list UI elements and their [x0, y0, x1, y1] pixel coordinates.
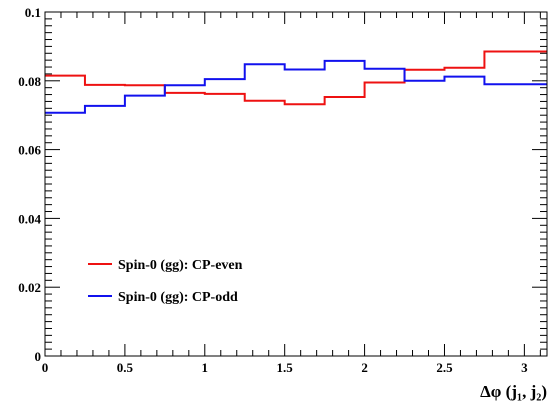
legend-label-0: Spin-0 (gg): CP-even: [118, 258, 243, 273]
x-tick-label: 2.5: [436, 360, 453, 375]
x-tick-label: 0: [42, 360, 49, 375]
series-line-0: [45, 50, 547, 106]
y-tick-label: 0: [35, 349, 42, 364]
labels-layer: 0 0.5 1 1.5 2 2.5 3 0 0.02 0.04 0.06 0.08 0.1: [18, 5, 528, 375]
y-tick-label: 0.04: [18, 211, 41, 226]
series-line-1: [45, 59, 547, 114]
x-tick-label: 3: [521, 360, 528, 375]
legend: Spin-0 (gg): CP-even Spin-0 (gg): CP-odd: [88, 258, 243, 305]
y-tick-label: 0.02: [18, 280, 41, 295]
x-axis-title: Δφ (j₁, j₂): [480, 382, 547, 401]
plot-frame: [44, 11, 548, 357]
x-tick-label: 2: [361, 360, 368, 375]
x-tick-label: 1: [202, 360, 209, 375]
y-tick-label: 0.06: [18, 143, 41, 158]
y-tick-label: 0.1: [25, 5, 41, 20]
legend-label-1: Spin-0 (gg): CP-odd: [118, 290, 238, 305]
x-tick-label: 1.5: [277, 360, 294, 375]
series-layer: [45, 50, 547, 114]
y-tick-label: 0.08: [18, 74, 41, 89]
x-tick-label: 0.5: [117, 360, 134, 375]
